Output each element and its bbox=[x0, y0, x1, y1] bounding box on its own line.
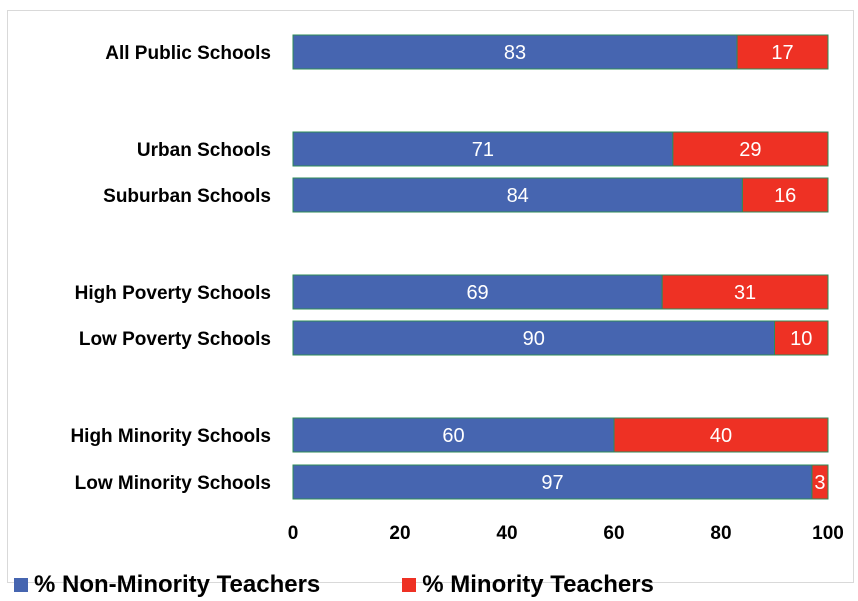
bar-minority bbox=[613, 417, 829, 453]
x-tick-label: 80 bbox=[710, 523, 731, 544]
bar-minority bbox=[811, 464, 829, 500]
data-label: 84 bbox=[507, 185, 529, 207]
bar-non-minority bbox=[292, 274, 663, 310]
legend-label: % Minority Teachers bbox=[422, 571, 654, 598]
data-label: 10 bbox=[790, 328, 812, 350]
bar-minority bbox=[661, 274, 829, 310]
data-label: 69 bbox=[466, 282, 488, 304]
bar-minority bbox=[741, 177, 829, 213]
legend-swatch bbox=[402, 578, 417, 592]
data-label: 17 bbox=[771, 42, 793, 64]
data-label: 90 bbox=[523, 328, 545, 350]
data-label: 97 bbox=[541, 472, 563, 494]
bar-minority bbox=[736, 34, 829, 70]
data-label: 16 bbox=[774, 185, 796, 207]
bar-non-minority bbox=[292, 131, 674, 167]
data-label: 83 bbox=[504, 42, 526, 64]
data-label: 31 bbox=[734, 282, 756, 304]
data-label: 60 bbox=[442, 425, 464, 447]
legend-swatch bbox=[14, 578, 28, 592]
category-label: All Public Schools bbox=[105, 43, 271, 64]
x-tick-label: 0 bbox=[288, 523, 299, 544]
data-label: 40 bbox=[710, 425, 732, 447]
x-tick-label: 60 bbox=[603, 523, 624, 544]
bar-non-minority bbox=[292, 417, 615, 453]
category-label: Low Poverty Schools bbox=[79, 329, 271, 350]
data-label: 71 bbox=[472, 139, 494, 161]
bar-non-minority bbox=[292, 177, 743, 213]
x-tick-label: 100 bbox=[812, 523, 844, 544]
category-label: High Minority Schools bbox=[70, 426, 271, 447]
category-label: Urban Schools bbox=[137, 140, 271, 161]
bar-minority bbox=[672, 131, 829, 167]
category-label: Low Minority Schools bbox=[75, 473, 271, 494]
bar-non-minority bbox=[292, 464, 813, 500]
legend-item: % Non-Minority Teachers bbox=[14, 571, 320, 599]
category-label: Suburban Schools bbox=[103, 186, 271, 207]
bar-non-minority bbox=[292, 320, 775, 356]
x-tick-label: 40 bbox=[496, 523, 517, 544]
bar-minority bbox=[774, 320, 829, 356]
x-tick-label: 20 bbox=[389, 523, 410, 544]
legend-label: % Non-Minority Teachers bbox=[34, 571, 321, 598]
bar-non-minority bbox=[292, 34, 738, 70]
legend: % Non-Minority Teachers % Minority Teache… bbox=[14, 570, 654, 600]
category-label: High Poverty Schools bbox=[75, 283, 271, 304]
data-label: 3 bbox=[814, 472, 825, 494]
legend-item: % Minority Teachers bbox=[402, 571, 654, 599]
data-label: 29 bbox=[739, 139, 761, 161]
